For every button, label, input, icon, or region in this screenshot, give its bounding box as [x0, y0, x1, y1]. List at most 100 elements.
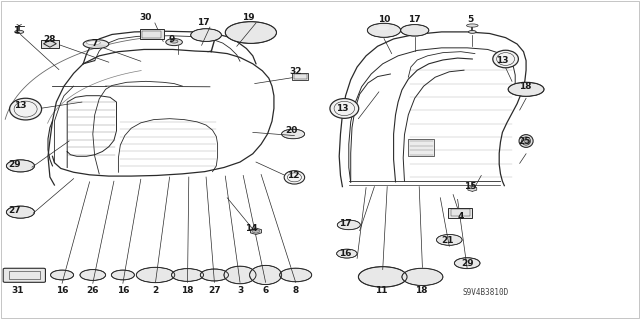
- Ellipse shape: [405, 270, 440, 284]
- Ellipse shape: [404, 26, 426, 35]
- Bar: [448, 208, 472, 218]
- Bar: [140, 29, 164, 39]
- Ellipse shape: [408, 271, 436, 283]
- Ellipse shape: [337, 220, 360, 230]
- Ellipse shape: [330, 99, 359, 118]
- Text: 18: 18: [518, 82, 531, 91]
- Text: 16: 16: [339, 249, 352, 258]
- Ellipse shape: [468, 31, 476, 33]
- Ellipse shape: [280, 268, 312, 282]
- Ellipse shape: [339, 250, 355, 257]
- Text: 27: 27: [8, 206, 20, 215]
- Ellipse shape: [52, 271, 72, 279]
- Polygon shape: [250, 228, 262, 234]
- Text: 28: 28: [44, 35, 56, 44]
- Ellipse shape: [111, 270, 134, 280]
- Text: S9V4B3810D: S9V4B3810D: [462, 288, 508, 297]
- Bar: [142, 31, 161, 38]
- Ellipse shape: [191, 29, 221, 41]
- Ellipse shape: [358, 267, 407, 287]
- Text: 12: 12: [287, 171, 300, 180]
- Text: 5: 5: [467, 15, 474, 24]
- Text: 14: 14: [244, 224, 257, 233]
- Bar: [292, 73, 308, 80]
- Ellipse shape: [454, 258, 480, 269]
- Ellipse shape: [439, 236, 460, 244]
- Ellipse shape: [284, 171, 305, 184]
- Ellipse shape: [225, 22, 276, 43]
- Text: 17: 17: [197, 18, 210, 27]
- Bar: [408, 139, 434, 156]
- Ellipse shape: [84, 271, 102, 279]
- Ellipse shape: [113, 271, 132, 279]
- Ellipse shape: [402, 268, 443, 286]
- Text: 7: 7: [92, 39, 98, 48]
- Ellipse shape: [194, 30, 218, 40]
- Text: 19: 19: [242, 13, 255, 22]
- Text: 9: 9: [168, 35, 175, 44]
- Ellipse shape: [337, 249, 357, 258]
- Ellipse shape: [82, 271, 104, 279]
- Text: 3: 3: [237, 286, 243, 295]
- Ellipse shape: [166, 39, 182, 46]
- Text: 15: 15: [464, 182, 477, 191]
- FancyBboxPatch shape: [41, 40, 59, 48]
- Text: 31: 31: [12, 286, 24, 295]
- Text: 29: 29: [8, 160, 20, 169]
- Text: 25: 25: [518, 137, 531, 146]
- Ellipse shape: [51, 270, 74, 280]
- Ellipse shape: [224, 266, 256, 284]
- FancyBboxPatch shape: [3, 268, 45, 282]
- Bar: [451, 209, 470, 216]
- Ellipse shape: [524, 139, 528, 143]
- Ellipse shape: [202, 270, 227, 280]
- Text: 29: 29: [461, 259, 474, 268]
- Ellipse shape: [140, 269, 172, 281]
- Ellipse shape: [365, 270, 400, 284]
- Text: 4: 4: [458, 212, 464, 221]
- Bar: [9, 271, 40, 279]
- Ellipse shape: [508, 82, 544, 96]
- Ellipse shape: [372, 26, 396, 35]
- Ellipse shape: [86, 41, 100, 45]
- Ellipse shape: [522, 137, 531, 145]
- Text: 20: 20: [285, 126, 298, 135]
- Ellipse shape: [174, 270, 201, 280]
- Ellipse shape: [115, 271, 131, 278]
- Text: 30: 30: [140, 13, 152, 22]
- Ellipse shape: [172, 269, 204, 281]
- Text: 13: 13: [336, 104, 349, 113]
- Ellipse shape: [367, 23, 401, 37]
- Text: 17: 17: [339, 219, 352, 228]
- Text: 6: 6: [262, 286, 269, 295]
- Polygon shape: [468, 186, 477, 191]
- Ellipse shape: [229, 23, 273, 42]
- Ellipse shape: [376, 26, 389, 30]
- Bar: [294, 74, 307, 79]
- Text: 13: 13: [496, 56, 509, 65]
- Ellipse shape: [15, 30, 24, 33]
- Ellipse shape: [250, 265, 282, 285]
- Polygon shape: [44, 40, 56, 47]
- Ellipse shape: [370, 24, 398, 36]
- Ellipse shape: [177, 271, 198, 279]
- Ellipse shape: [205, 271, 224, 279]
- Ellipse shape: [253, 268, 278, 282]
- Ellipse shape: [228, 268, 252, 282]
- Polygon shape: [253, 229, 259, 233]
- Ellipse shape: [10, 98, 42, 120]
- Ellipse shape: [284, 270, 308, 280]
- Text: 18: 18: [415, 286, 428, 295]
- Text: 32: 32: [289, 67, 302, 76]
- Ellipse shape: [436, 234, 462, 245]
- Ellipse shape: [200, 269, 228, 281]
- Text: 11: 11: [374, 286, 387, 295]
- Text: 2: 2: [152, 286, 159, 295]
- Ellipse shape: [80, 270, 106, 280]
- Ellipse shape: [493, 50, 518, 68]
- Text: 8: 8: [292, 286, 299, 295]
- Ellipse shape: [6, 206, 35, 218]
- Text: 10: 10: [378, 15, 390, 24]
- Ellipse shape: [513, 85, 539, 94]
- Text: 17: 17: [408, 15, 421, 24]
